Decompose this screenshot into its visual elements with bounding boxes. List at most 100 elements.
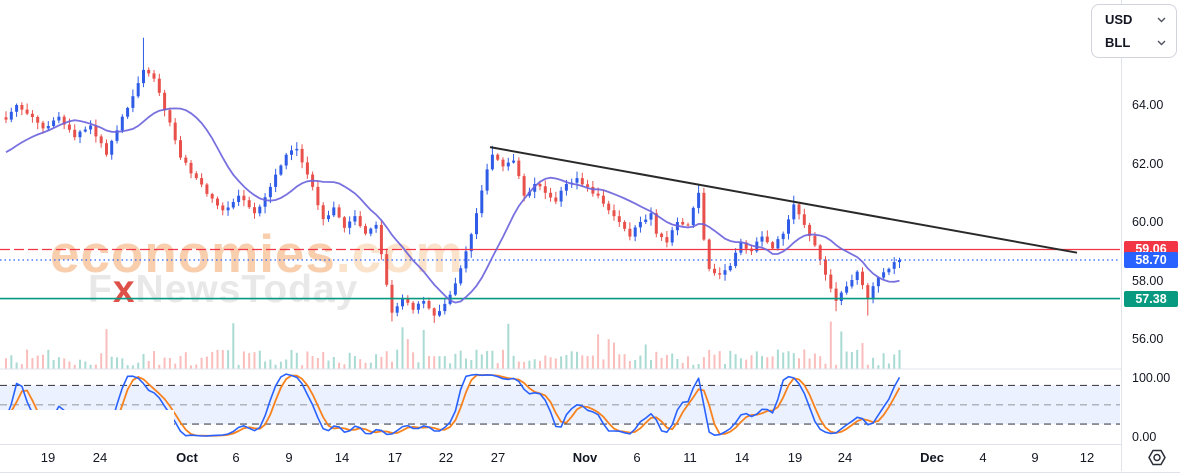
time-tick-label: 11 — [683, 450, 697, 465]
symbol-dropdown[interactable]: BLL — [1092, 31, 1176, 54]
volume-bar — [676, 359, 679, 369]
candle-body — [876, 277, 880, 287]
candle-body — [670, 230, 674, 243]
candle-body — [713, 268, 716, 274]
candle-body — [163, 92, 167, 111]
candle-body — [194, 173, 198, 179]
price-axis[interactable]: 64.00 62.00 60.00 58.00 56.00 100.00 0.00 59.06… — [1121, 0, 1180, 471]
volume-bar — [5, 358, 7, 369]
candle-body — [416, 303, 420, 310]
candle-body — [612, 210, 616, 217]
volume-bar — [502, 349, 504, 369]
volume-bar — [692, 364, 695, 369]
candle-body — [279, 165, 283, 175]
candle-body — [110, 140, 114, 155]
candle-body — [247, 200, 251, 208]
candle-body — [734, 252, 738, 266]
volume-bar — [116, 357, 118, 369]
time-tick-label: 9 — [1031, 450, 1039, 465]
candle-body — [427, 301, 431, 309]
volume-bar — [581, 355, 584, 369]
candle-body — [845, 286, 849, 293]
time-tick-label: 9 — [285, 450, 293, 465]
candle-body — [490, 154, 494, 170]
candle-body — [871, 286, 875, 298]
volume-bar — [486, 351, 489, 369]
volume-bar — [861, 343, 864, 369]
volume-bar — [882, 353, 885, 369]
currency-dropdown[interactable]: USD — [1092, 8, 1176, 31]
volume-bar — [385, 351, 388, 369]
candle-body — [686, 224, 690, 226]
time-axis[interactable]: 19 24 Oct 6 9 14 17 22 27 Nov 6 11 14 19 24 Dec 4 9 12 — [0, 444, 1180, 473]
candle-body — [189, 162, 193, 174]
descending-trendline[interactable] — [489, 146, 1078, 254]
symbol-dropdown-label: BLL — [1105, 35, 1131, 50]
volume-bar — [729, 350, 732, 369]
candle-body — [99, 136, 103, 144]
volume-bar — [68, 361, 71, 369]
candle-body — [401, 298, 404, 307]
candle-body — [866, 285, 870, 298]
candle-body — [15, 105, 19, 112]
volume-bar — [26, 349, 29, 369]
candle-body — [242, 195, 246, 201]
symbol-selector-widget: USD BLL — [1091, 4, 1177, 58]
candle-body — [443, 303, 447, 312]
volume-bar — [327, 360, 330, 369]
time-tick-label: 17 — [387, 450, 403, 465]
volume-bar — [681, 362, 684, 369]
volume-bar — [459, 350, 462, 369]
stochastic-k-line — [5, 373, 901, 437]
candle-body — [216, 198, 219, 206]
candle-body — [824, 259, 827, 275]
candle-body — [395, 306, 399, 313]
volume-bar — [866, 364, 869, 369]
candle-body — [379, 224, 383, 255]
volume-bar — [665, 354, 668, 369]
candle-body — [253, 207, 256, 214]
volume-bar — [79, 359, 81, 369]
volume-bar — [121, 358, 124, 369]
volume-bar — [47, 349, 50, 369]
time-tick-label: 22 — [438, 450, 454, 465]
settings-icon[interactable] — [1146, 447, 1168, 468]
volume-bar — [724, 364, 726, 369]
candle-body — [210, 194, 214, 199]
candle-body — [517, 160, 521, 177]
candle-body — [126, 107, 130, 117]
volume-bar — [586, 356, 589, 369]
volume-bar — [824, 363, 827, 369]
volume-bar — [528, 360, 531, 369]
volume-bar — [364, 362, 367, 369]
volume-bar — [301, 365, 304, 369]
volume-bar — [602, 359, 605, 369]
volume-bar — [533, 359, 536, 369]
candle-body — [300, 148, 304, 163]
candle-body — [549, 192, 553, 198]
volume-bar — [94, 364, 97, 369]
candle-body — [697, 192, 701, 208]
volume-bar — [168, 358, 171, 369]
candle-body — [459, 268, 463, 284]
volume-bar — [396, 349, 399, 369]
time-tick-label: 14 — [734, 450, 750, 465]
volume-bar — [137, 362, 140, 369]
stoch-bottom-label: 0.00 — [1132, 430, 1157, 444]
time-tick-label: Nov — [572, 450, 598, 465]
candle-body — [813, 235, 817, 246]
candle-body — [62, 116, 66, 125]
candle-body — [506, 162, 510, 167]
volume-bar — [126, 365, 129, 369]
candle-body — [887, 268, 891, 273]
candle-body — [147, 69, 151, 74]
candle-body — [792, 204, 796, 220]
candle-body — [765, 236, 769, 243]
candle-body — [580, 178, 584, 185]
candle-body — [115, 130, 119, 141]
volume-bar — [290, 349, 293, 369]
volume-bar — [877, 365, 880, 369]
time-tick-label: Oct — [176, 450, 198, 465]
volume-bar — [279, 361, 282, 369]
